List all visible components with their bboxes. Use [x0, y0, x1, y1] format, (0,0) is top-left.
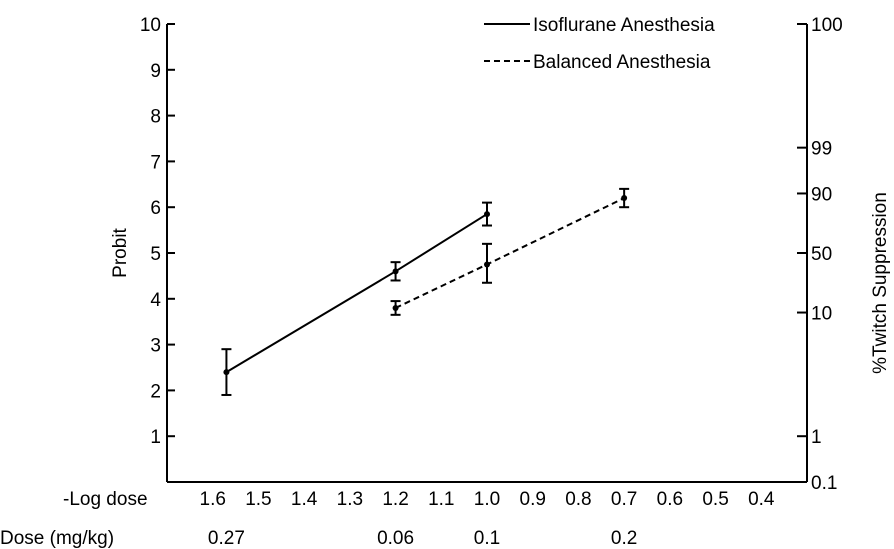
x-tick-label: 0.4 — [748, 489, 775, 510]
y-axis-title: Probit — [110, 227, 131, 277]
y2-axis-title: %Twitch Suppression — [870, 192, 891, 374]
x-tick-label: 1.4 — [291, 489, 318, 510]
legend-label: Balanced Anesthesia — [533, 52, 711, 73]
series-line — [396, 198, 625, 308]
y-tick-label: 8 — [150, 107, 161, 128]
y-tick-label: 9 — [150, 61, 161, 82]
data-point — [393, 305, 399, 311]
x-tick-label: 1.0 — [474, 489, 500, 510]
data-point — [484, 261, 490, 267]
data-point — [621, 195, 627, 201]
dose-label: 0.06 — [377, 528, 414, 549]
x-axis-title: -Log dose — [63, 489, 148, 510]
data-point — [484, 211, 490, 217]
data-point — [393, 268, 399, 274]
dose-label: 0.27 — [208, 528, 245, 549]
series-line — [226, 214, 487, 372]
y2-tick-label: 0.1 — [811, 473, 837, 494]
data-point — [223, 369, 229, 375]
y2-tick-label: 99 — [811, 139, 832, 160]
x-tick-label: 0.9 — [520, 489, 546, 510]
x-tick-label: 0.8 — [565, 489, 591, 510]
x-tick-label: 0.6 — [657, 489, 683, 510]
y-tick-label: 1 — [150, 427, 161, 448]
x-tick-label: 1.2 — [382, 489, 408, 510]
y-tick-label: 10 — [140, 15, 161, 36]
x-tick-label: 0.7 — [611, 489, 637, 510]
y-tick-label: 2 — [150, 381, 161, 402]
x-tick-label: 1.6 — [200, 489, 226, 510]
y2-tick-label: 50 — [811, 244, 832, 265]
y-tick-label: 6 — [150, 198, 161, 219]
x-tick-label: 0.5 — [702, 489, 728, 510]
x2-axis-title: Dose (mg/kg) — [0, 528, 114, 549]
y-tick-label: 4 — [150, 290, 161, 311]
x-tick-label: 1.5 — [245, 489, 271, 510]
y2-tick-label: 100 — [811, 15, 843, 36]
y2-tick-label: 10 — [811, 304, 832, 325]
dose-label: 0.2 — [611, 528, 637, 549]
dose-label: 0.1 — [474, 528, 500, 549]
x-tick-label: 1.1 — [428, 489, 454, 510]
legend-label: Isoflurane Anesthesia — [533, 15, 715, 36]
y2-tick-label: 90 — [811, 184, 832, 205]
x-tick-label: 1.3 — [337, 489, 363, 510]
y-tick-label: 3 — [150, 336, 161, 357]
y-tick-label: 7 — [150, 152, 161, 173]
y-tick-label: 5 — [150, 244, 161, 265]
y2-tick-label: 1 — [811, 427, 822, 448]
